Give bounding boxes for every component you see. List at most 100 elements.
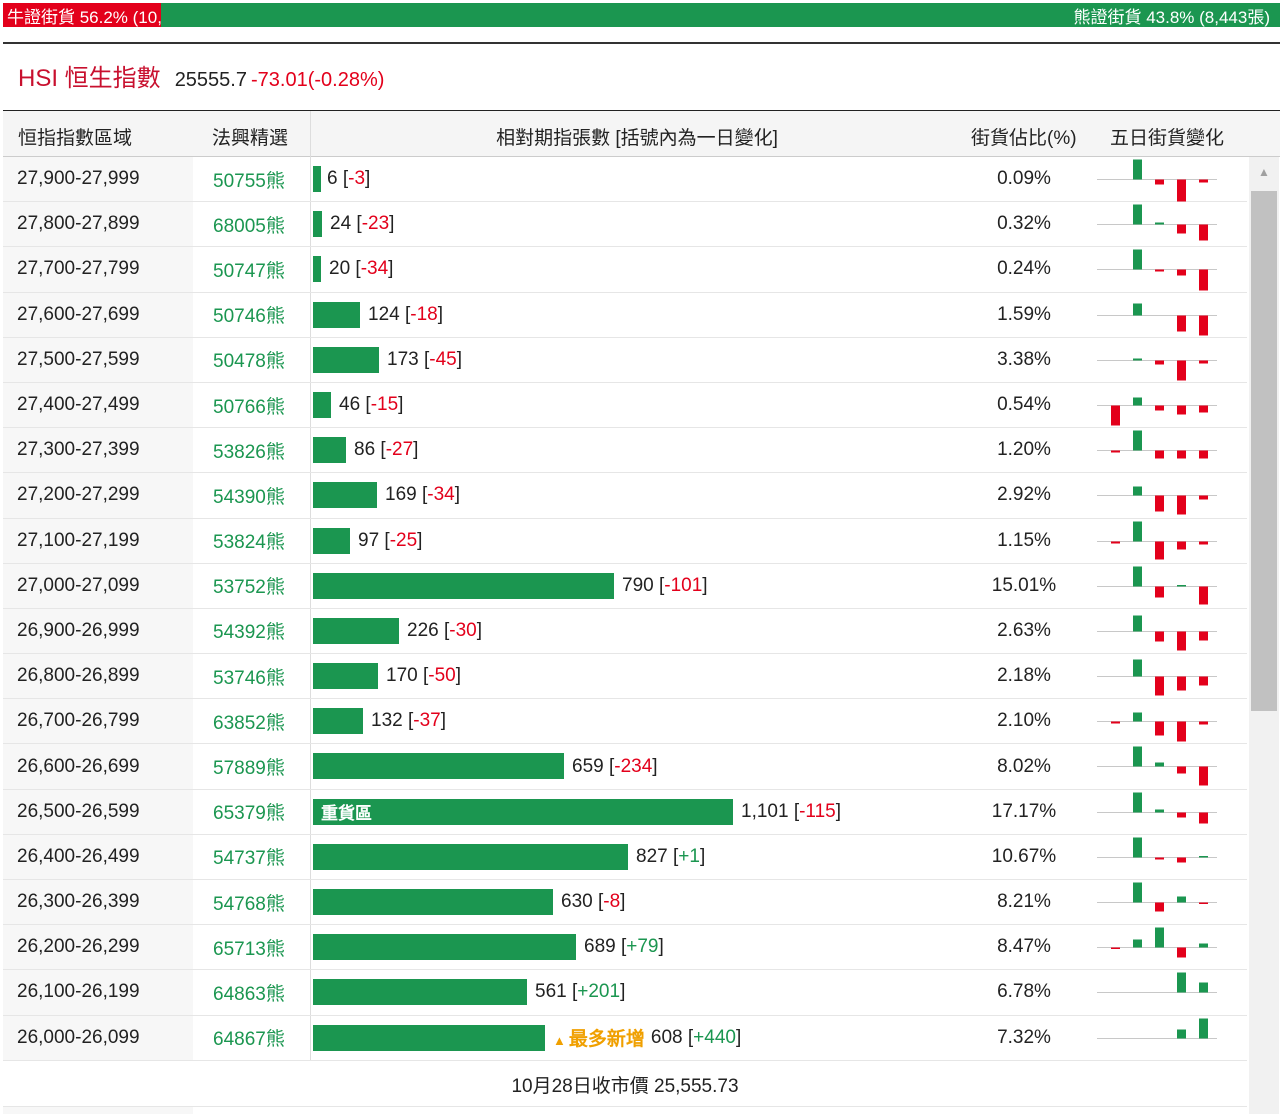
five-day-bar xyxy=(1177,405,1186,415)
five-day-bar xyxy=(1155,179,1164,185)
five-day-bar xyxy=(1199,676,1208,686)
top-divider xyxy=(3,42,1280,44)
warrant-code-link[interactable]: 63852熊 xyxy=(213,712,285,734)
warrant-code-link[interactable]: 68005熊 xyxy=(213,215,285,237)
warrant-code-link[interactable]: 65713熊 xyxy=(213,938,285,960)
five-day-bar xyxy=(1155,927,1164,948)
contracts-cell: 6 [-3] xyxy=(310,157,964,202)
outstanding-share: 17.17% xyxy=(991,800,1057,822)
scroll-thumb[interactable] xyxy=(1251,191,1277,711)
five-day-bar xyxy=(1155,360,1164,365)
contracts-count: 6 xyxy=(327,168,338,190)
header-five-day: 五日街貨變化 xyxy=(1110,128,1225,149)
warrant-code-link[interactable]: 50766熊 xyxy=(213,396,285,418)
contracts-cell: 173 [-45] xyxy=(310,337,964,382)
warrant-code-link[interactable]: 53752熊 xyxy=(213,577,285,599)
warrant-code-link[interactable]: 50755熊 xyxy=(213,170,285,192)
five-day-bar xyxy=(1199,179,1208,183)
five-day-bar xyxy=(1133,939,1142,948)
daily-change: -101 xyxy=(664,574,703,596)
five-day-bar xyxy=(1133,792,1142,813)
table-row: 27,300-27,399 53826熊 86 [-27] 1.20% xyxy=(3,428,1247,474)
contracts-count: 173 xyxy=(387,348,419,370)
five-day-bar xyxy=(1177,269,1186,276)
zone-range: 26,400-26,499 xyxy=(3,834,193,879)
contracts-bar xyxy=(313,979,527,1006)
contracts-cell: 790 [-101] xyxy=(310,563,964,608)
contracts-count: 1,101 xyxy=(741,800,789,822)
warrant-code-link[interactable]: 65379熊 xyxy=(213,803,285,825)
five-day-change-chart xyxy=(1097,746,1217,786)
warrant-code-link[interactable]: 54390熊 xyxy=(213,486,285,508)
five-day-bar xyxy=(1199,1018,1208,1039)
five-day-bar xyxy=(1199,766,1208,786)
contracts-count: 24 xyxy=(330,213,352,235)
warrant-code-link[interactable]: 50746熊 xyxy=(213,306,285,328)
outstanding-share: 0.24% xyxy=(997,258,1051,280)
contracts-cell: 97 [-25] xyxy=(310,518,964,563)
scroll-up-arrow-icon[interactable]: ▲ xyxy=(1258,165,1270,179)
five-day-change-chart xyxy=(1097,486,1217,515)
most-added-label: 最多新增 xyxy=(568,1029,645,1051)
contracts-text: 24 [-23] xyxy=(330,213,395,235)
bull-ratio-segment: 牛證街貨 56.2% (10,835張) xyxy=(3,3,213,27)
contracts-cell: 20 [-34] xyxy=(310,247,964,292)
contracts-bar: 重貨區 xyxy=(313,798,733,825)
five-day-bar xyxy=(1199,450,1208,459)
outstanding-share: 10.67% xyxy=(991,845,1057,867)
five-day-bar xyxy=(1111,721,1120,724)
contracts-count: 132 xyxy=(371,710,403,732)
five-day-bar xyxy=(1177,972,1186,993)
zone-range: 26,000-26,099 xyxy=(3,1015,193,1060)
table-row: 26,500-26,599 65379熊 重貨區 1,101 [-115] 17.17% xyxy=(3,789,1247,835)
five-day-bar xyxy=(1155,762,1164,767)
warrant-code-link[interactable]: 54768熊 xyxy=(213,893,285,915)
warrant-code-link[interactable]: 53826熊 xyxy=(213,441,285,463)
outstanding-share: 1.20% xyxy=(997,439,1051,461)
five-day-bar xyxy=(1177,721,1186,742)
table-row: 27,800-27,899 68005熊 24 [-23] 0.32% xyxy=(3,202,1247,248)
contracts-bar xyxy=(313,889,553,915)
warrant-code-link[interactable]: 50747熊 xyxy=(213,260,285,282)
warrant-code-link[interactable]: 64863熊 xyxy=(213,983,285,1005)
five-day-bar xyxy=(1199,360,1208,364)
five-day-bar xyxy=(1155,857,1164,860)
five-day-bar xyxy=(1155,676,1164,696)
index-summary: HSI 恒生指數 25555.7 -73.01(-0.28%) xyxy=(18,58,384,94)
close-price-row: 10月28日收市價 25,555.73 xyxy=(3,1062,1247,1107)
contracts-bar xyxy=(313,617,399,644)
warrant-code-link[interactable]: 50478熊 xyxy=(213,351,285,373)
daily-change: -30 xyxy=(449,619,477,641)
contracts-bar xyxy=(313,211,322,238)
five-day-bar xyxy=(1133,204,1142,225)
five-day-bar xyxy=(1155,631,1164,642)
five-day-bar xyxy=(1155,222,1164,225)
warrant-code-link[interactable]: 53746熊 xyxy=(213,667,285,689)
contracts-text: 827 [+1] xyxy=(636,845,706,867)
contracts-bar xyxy=(313,527,350,554)
five-day-change-chart xyxy=(1097,927,1217,958)
contracts-text: 689 [+79] xyxy=(584,936,664,958)
five-day-bar xyxy=(1133,159,1142,180)
contracts-bar xyxy=(313,256,321,283)
contracts-cell: 689 [+79] xyxy=(310,925,964,970)
outstanding-share: 2.18% xyxy=(997,665,1051,687)
contracts-bar xyxy=(313,391,331,418)
five-day-bar xyxy=(1133,303,1142,316)
table-header: 恒指指數區域 法興精選 相對期指張數 [括號內為一日變化] 街貨佔比(%) 五日… xyxy=(3,110,1280,157)
daily-change: -34 xyxy=(360,258,389,280)
header-contracts: 相對期指張數 [括號內為一日變化] xyxy=(496,128,778,149)
contracts-text: 1,101 [-115] xyxy=(741,800,842,822)
five-day-bar xyxy=(1155,450,1164,459)
scrollbar[interactable]: ▲ xyxy=(1249,157,1279,1114)
warrant-code-link[interactable]: 64867熊 xyxy=(213,1029,285,1051)
warrant-code-link[interactable]: 54737熊 xyxy=(213,848,285,870)
header-pick: 法興精選 xyxy=(212,128,289,149)
warrant-code-link[interactable]: 54392熊 xyxy=(213,622,285,644)
warrant-code-link[interactable]: 57889熊 xyxy=(213,758,285,780)
warrant-code-link[interactable]: 53824熊 xyxy=(213,532,285,554)
header-zone: 恒指指數區域 xyxy=(18,128,133,149)
contracts-text: 6 [-3] xyxy=(327,168,371,190)
contracts-cell: 重貨區 1,101 [-115] xyxy=(310,789,964,834)
contracts-bar xyxy=(313,301,360,328)
